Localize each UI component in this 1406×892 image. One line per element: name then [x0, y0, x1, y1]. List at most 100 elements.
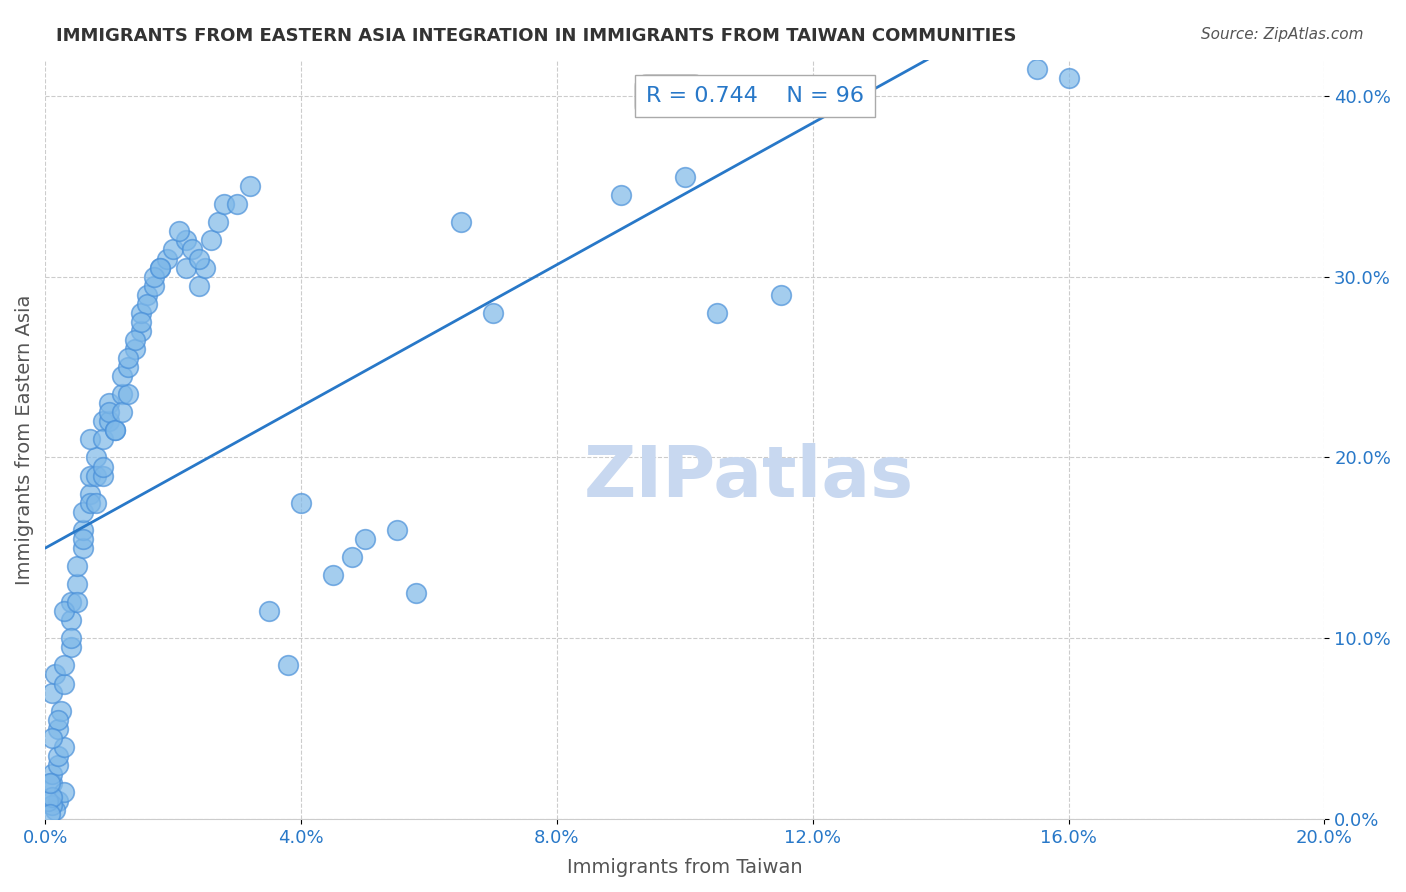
Point [181, 243, 204, 257]
Point [1025, 62, 1047, 76]
Point [129, 324, 152, 338]
Point [156, 252, 179, 266]
Point [53, 604, 76, 618]
Text: R =: R = [647, 87, 695, 106]
Point [98, 405, 121, 419]
Point [98, 414, 121, 428]
Point [91, 459, 114, 474]
Point [79, 496, 101, 510]
Point [84, 450, 107, 465]
Point [46, 713, 69, 727]
Point [322, 568, 344, 582]
Point [49, 704, 72, 718]
Point [41, 797, 63, 812]
Point [136, 287, 159, 301]
Point [46, 758, 69, 772]
Point [79, 468, 101, 483]
Point [44, 803, 66, 817]
Text: IMMIGRANTS FROM EASTERN ASIA INTEGRATION IN IMMIGRANTS FROM TAIWAN COMMUNITIES: IMMIGRANTS FROM EASTERN ASIA INTEGRATION… [56, 27, 1017, 45]
Point [117, 359, 139, 374]
Point [79, 486, 101, 500]
Point [290, 496, 312, 510]
Point [84, 468, 107, 483]
Point [104, 423, 127, 437]
Point [769, 287, 792, 301]
Text: ZIPatlas: ZIPatlas [583, 442, 914, 512]
Point [41, 731, 63, 745]
Point [149, 260, 172, 275]
Point [46, 748, 69, 763]
Point [46, 722, 69, 736]
Point [72, 541, 94, 555]
Point [129, 315, 152, 329]
Point [66, 595, 89, 609]
Point [41, 685, 63, 699]
Y-axis label: Immigrants from Eastern Asia: Immigrants from Eastern Asia [15, 294, 34, 584]
Point [706, 306, 728, 320]
Point [66, 577, 89, 591]
Point [66, 559, 89, 574]
Text: Source: ZipAtlas.com: Source: ZipAtlas.com [1201, 27, 1364, 42]
Point [44, 667, 66, 681]
Point [37, 794, 59, 808]
Point [41, 767, 63, 781]
Point [98, 396, 121, 410]
Point [136, 297, 159, 311]
Point [53, 658, 76, 673]
Point [200, 234, 222, 248]
Point [111, 369, 134, 384]
Point [226, 197, 249, 211]
Point [1057, 70, 1080, 85]
Point [84, 496, 107, 510]
Point [194, 260, 217, 275]
Point [53, 785, 76, 799]
Point [610, 188, 633, 202]
Point [207, 215, 229, 229]
Point [482, 306, 505, 320]
Point [354, 532, 377, 546]
Point [91, 414, 114, 428]
Point [385, 523, 408, 537]
Point [174, 234, 197, 248]
Point [450, 215, 472, 229]
Point [72, 523, 94, 537]
Point [53, 676, 76, 690]
Point [169, 224, 191, 238]
Point [91, 468, 114, 483]
Point [111, 405, 134, 419]
Point [277, 658, 299, 673]
Point [673, 170, 696, 185]
Point [149, 260, 172, 275]
Text: R = 0.744    N = 96: R = 0.744 N = 96 [647, 87, 865, 106]
Point [124, 342, 146, 356]
Point [39, 806, 62, 821]
X-axis label: Immigrants from Taiwan: Immigrants from Taiwan [567, 858, 803, 877]
Point [340, 549, 363, 564]
Point [59, 595, 82, 609]
Point [41, 790, 63, 805]
Point [46, 794, 69, 808]
Point [129, 306, 152, 320]
Point [162, 243, 184, 257]
Point [59, 632, 82, 646]
Point [257, 604, 280, 618]
Point [117, 387, 139, 401]
Point [142, 278, 165, 293]
Point [59, 613, 82, 627]
Point [111, 387, 134, 401]
Point [239, 179, 262, 194]
Point [41, 776, 63, 790]
Point [91, 433, 114, 447]
Point [174, 260, 197, 275]
Point [187, 278, 209, 293]
Point [72, 532, 94, 546]
Point [53, 739, 76, 754]
Point [187, 252, 209, 266]
Point [124, 333, 146, 347]
Point [405, 586, 427, 600]
Point [72, 505, 94, 519]
Point [79, 433, 101, 447]
Point [59, 640, 82, 655]
Point [104, 423, 127, 437]
Point [117, 351, 139, 365]
